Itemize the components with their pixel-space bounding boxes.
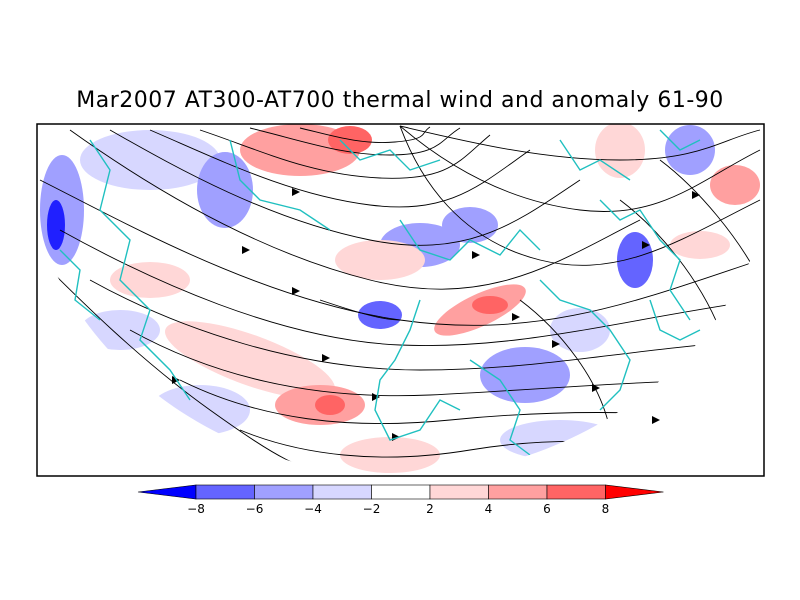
colorbar-swatch: [195, 484, 255, 500]
colorbar-tick-label: −6: [246, 502, 264, 516]
colorbar-tick-label: −2: [363, 502, 381, 516]
map-title: Mar2007 AT300-AT700 thermal wind and ano…: [76, 88, 724, 113]
map-frame: [36, 123, 765, 477]
colorbar-tick-label: 2: [426, 502, 434, 516]
colorbar-tick-label: 4: [485, 502, 493, 516]
coastlines: [59, 129, 701, 456]
streamline-arrows: [172, 188, 700, 441]
colorbar-swatch: [429, 484, 489, 500]
colorbar-swatch: [312, 484, 372, 500]
colorbar-arrow-min: [137, 484, 197, 500]
colorbar-swatch: [371, 484, 431, 500]
thermal-wind-streamlines: [39, 125, 761, 476]
colorbar-tick-label: −4: [304, 502, 322, 516]
colorbar-swatch: [546, 484, 606, 500]
colorbar: −8 −6 −4 −2 2 4 6 8: [137, 484, 664, 516]
colorbar-swatch: [254, 484, 314, 500]
colorbar-tick-label: 8: [602, 502, 610, 516]
colorbar-swatch: [488, 484, 548, 500]
colorbar-tick-label: 6: [543, 502, 551, 516]
colorbar-arrow-max: [605, 484, 664, 500]
colorbar-tick-label: −8: [187, 502, 205, 516]
